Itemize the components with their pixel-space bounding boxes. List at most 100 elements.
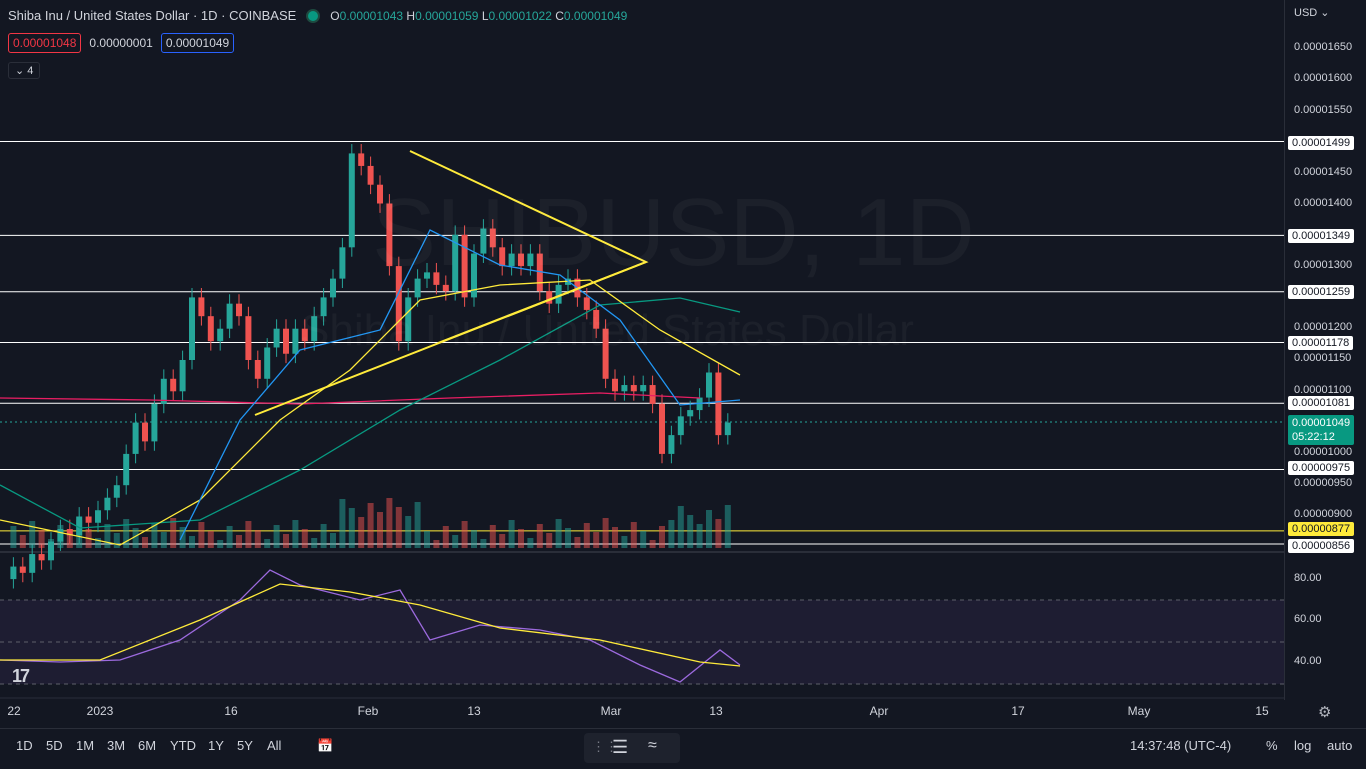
description-watermark: Shiba Inu / United States Dollar [300,306,914,356]
candle-body [471,253,477,298]
timeframe-button[interactable]: 3M [107,738,126,753]
volume-bar [311,538,318,548]
low-label: L [481,8,489,23]
volume-bar [160,532,167,548]
timeframe-button[interactable]: 1M [76,738,95,753]
timeframe-button[interactable]: 5D [46,738,63,753]
candle-body [395,266,402,342]
volume-bar [480,539,487,548]
close-label: C [555,8,564,23]
volume-bar [377,512,383,548]
volume-bar [555,519,562,548]
price-axis-label: 0.00001400 [1294,197,1353,209]
price-axis-label: 0.00001100 [1294,384,1352,396]
time-axis-label: 22 [7,704,21,718]
candle-body [236,303,242,317]
time-axis-label: 13 [709,704,723,718]
timeframe-button[interactable]: 1Y [208,738,224,753]
candle-body [536,253,543,292]
price-axis-label: 0.00001200 [1294,321,1353,333]
trade-buttons: 0.00001048 0.00000001 0.00001049 [8,33,235,53]
volume-bar [170,518,177,548]
candle-body [508,253,515,267]
volume-bar [696,524,703,548]
symbol-header: Shiba Inu / United States Dollar · 1D · … [8,8,627,23]
symbol-watermark: SHIBUSD, 1D [372,178,975,288]
volume-bar [414,502,421,548]
volume-bar [612,527,618,548]
price-axis[interactable] [1284,0,1366,700]
drag-handle-icon[interactable]: ⋮⋮ [592,739,618,754]
symbol-title[interactable]: Shiba Inu / United States Dollar · 1D · … [8,8,297,23]
close-value: 0.00001049 [563,8,628,23]
candle-body [602,328,609,379]
time-axis-label: 13 [467,704,481,718]
price-axis-label: 0.00001150 [1294,352,1352,364]
price-axis-label: 0.00000950 [1294,477,1353,489]
price-chart[interactable] [0,0,1366,728]
chevron-down-icon: ⌄ [15,65,25,77]
candle-body [405,297,412,342]
triangle-lower-line [254,261,647,416]
gear-icon[interactable]: ⚙ [1318,704,1332,721]
time-axis-label: 15 [1255,704,1269,718]
drawing-tools-panel[interactable]: ⋮⋮ ☰ ≈ [584,733,680,763]
rsi-line [0,569,741,683]
volume-bar [536,524,543,548]
volume-bar [706,510,712,548]
buy-button[interactable]: 0.00001049 [160,33,235,53]
volume-bar [386,498,393,548]
candle-body [593,309,600,329]
timeframe-button[interactable]: 5Y [237,738,253,753]
low-value: 0.00001022 [488,8,552,23]
volume-bar [301,529,308,548]
compare-icon[interactable]: 📅 [317,738,334,753]
volume-bar [508,520,515,548]
candle-body [301,328,308,342]
volume-bar [19,535,26,548]
volume-bar [142,537,148,548]
sell-button[interactable]: 0.00001048 [8,33,82,53]
price-axis-label: 0.00001550 [1294,104,1353,116]
volume-bar [677,506,684,548]
log-toggle[interactable]: log [1294,738,1312,753]
candle-body [160,378,167,404]
indicators-toggle[interactable]: ⌄ 4 [8,62,41,79]
candle-body [330,278,336,298]
volume-bar [113,533,120,548]
volume-bar [339,499,346,548]
volume-bar [442,526,449,548]
volume-bar [602,518,609,548]
candle-body [640,385,647,392]
volume-bar [630,522,637,548]
candle-body [320,297,327,317]
indicator-lines-icon[interactable]: ≈ [648,737,657,754]
candle-body [630,385,637,392]
level-price-tag: 0.00001259 [1288,285,1355,299]
timeframe-button[interactable]: All [267,738,282,753]
level-price-tag: 0.00001499 [1288,136,1355,150]
currency-selector[interactable]: USD ⌄ [1294,6,1330,19]
level-price-tag: 0.00001349 [1288,229,1355,243]
tradingview-logo-icon: 17 [12,666,30,686]
candle-body [104,497,111,511]
timeframe-button[interactable]: YTD [170,738,196,753]
volume-bar [433,540,440,548]
price-axis-label: 0.00001300 [1294,259,1353,271]
volume-bar [292,520,299,548]
auto-toggle[interactable]: auto [1327,738,1353,753]
volume-bar [583,523,590,548]
volume-bar [405,516,412,548]
volume-bar [424,531,430,548]
indicators-count: 4 [27,65,34,77]
clock[interactable]: 14:37:48 (UTC-4) [1130,738,1232,753]
volume-bar [95,538,101,548]
candle-body [273,328,280,348]
percent-toggle[interactable]: % [1266,738,1278,753]
bars-style-icon[interactable]: ☰ [612,737,629,757]
timeframe-button[interactable]: 6M [138,738,157,753]
timeframe-button[interactable]: 1D [16,738,33,753]
candle-body [283,328,289,354]
chevron-down-icon: ⌄ [1320,7,1330,19]
candle-body [19,566,26,573]
